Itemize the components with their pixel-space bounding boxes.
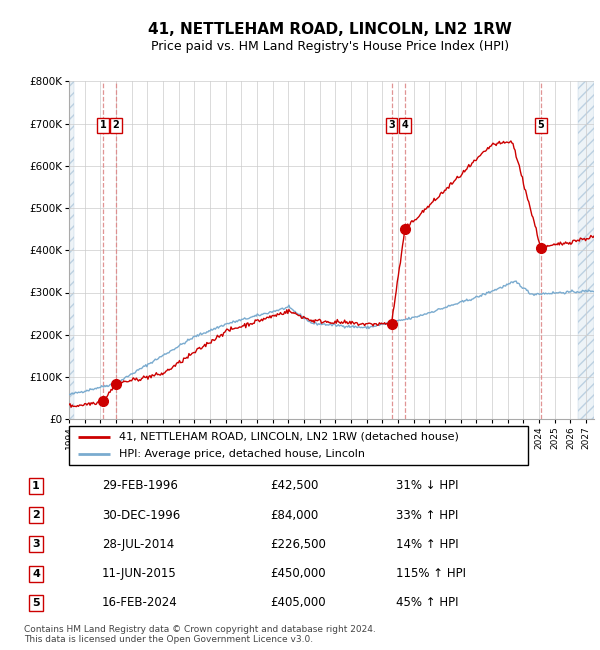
Text: £226,500: £226,500: [270, 538, 326, 551]
Text: Price paid vs. HM Land Registry's House Price Index (HPI): Price paid vs. HM Land Registry's House …: [151, 40, 509, 53]
Text: HPI: Average price, detached house, Lincoln: HPI: Average price, detached house, Linc…: [119, 449, 365, 459]
FancyBboxPatch shape: [69, 426, 528, 465]
Bar: [578, 81, 594, 419]
Text: 1: 1: [32, 481, 40, 491]
Text: 28-JUL-2014: 28-JUL-2014: [102, 538, 174, 551]
Text: 45% ↑ HPI: 45% ↑ HPI: [396, 597, 458, 610]
Text: 41, NETTLEHAM ROAD, LINCOLN, LN2 1RW: 41, NETTLEHAM ROAD, LINCOLN, LN2 1RW: [148, 21, 512, 37]
Text: 41, NETTLEHAM ROAD, LINCOLN, LN2 1RW (detached house): 41, NETTLEHAM ROAD, LINCOLN, LN2 1RW (de…: [119, 432, 460, 441]
Bar: [69, 81, 74, 419]
Text: £405,000: £405,000: [270, 597, 326, 610]
Text: This data is licensed under the Open Government Licence v3.0.: This data is licensed under the Open Gov…: [24, 635, 313, 644]
Text: Contains HM Land Registry data © Crown copyright and database right 2024.: Contains HM Land Registry data © Crown c…: [24, 625, 376, 634]
Bar: [578, 81, 594, 419]
Text: 115% ↑ HPI: 115% ↑ HPI: [396, 567, 466, 580]
Text: 2: 2: [113, 120, 119, 130]
Text: 4: 4: [401, 120, 409, 130]
Text: 5: 5: [32, 598, 40, 608]
Text: 3: 3: [388, 120, 395, 130]
Text: 31% ↓ HPI: 31% ↓ HPI: [396, 480, 458, 493]
Bar: [69, 81, 74, 419]
Text: 29-FEB-1996: 29-FEB-1996: [102, 480, 178, 493]
Text: 4: 4: [32, 569, 40, 578]
Text: 30-DEC-1996: 30-DEC-1996: [102, 508, 180, 521]
Text: 3: 3: [32, 540, 40, 549]
Text: £42,500: £42,500: [270, 480, 319, 493]
Text: £84,000: £84,000: [270, 508, 318, 521]
Text: £450,000: £450,000: [270, 567, 326, 580]
Text: 1: 1: [100, 120, 106, 130]
Text: 5: 5: [538, 120, 544, 130]
Text: 14% ↑ HPI: 14% ↑ HPI: [396, 538, 458, 551]
Text: 33% ↑ HPI: 33% ↑ HPI: [396, 508, 458, 521]
Text: 16-FEB-2024: 16-FEB-2024: [102, 597, 178, 610]
Text: 2: 2: [32, 510, 40, 520]
Text: 11-JUN-2015: 11-JUN-2015: [102, 567, 177, 580]
